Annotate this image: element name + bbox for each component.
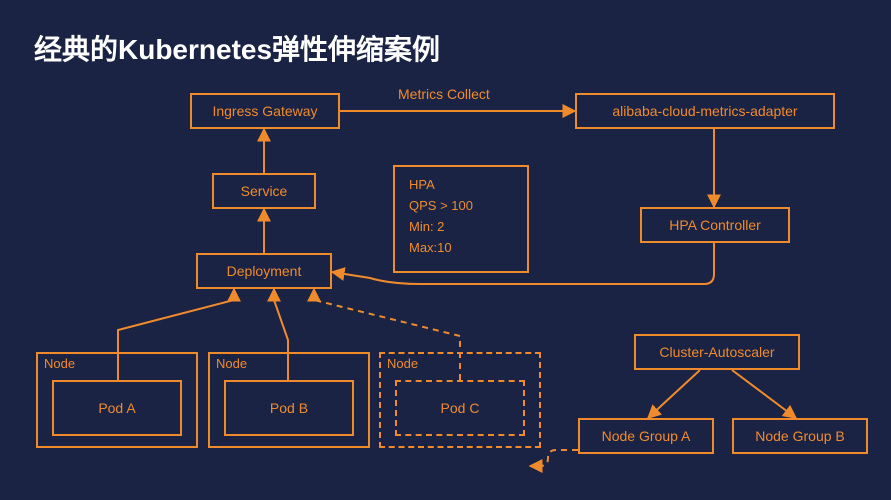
hpa-line-max: Max:10 [409, 240, 513, 255]
hpa-title: HPA [409, 177, 513, 192]
container-label: Node [44, 356, 75, 371]
hpa-line-qps: QPS > 100 [409, 198, 513, 213]
edge-label-metrics-collect: Metrics Collect [398, 86, 490, 102]
node-metrics-adapter: alibaba-cloud-metrics-adapter [575, 93, 835, 129]
node-group-b: Node Group B [732, 418, 868, 454]
container-node-c: Node [379, 352, 541, 448]
container-node-b: Node [208, 352, 370, 448]
node-label: Service [241, 183, 288, 199]
node-label: alibaba-cloud-metrics-adapter [612, 103, 797, 119]
node-label: Cluster-Autoscaler [659, 344, 774, 360]
node-deployment: Deployment [196, 253, 332, 289]
node-hpa-controller: HPA Controller [640, 207, 790, 243]
container-node-a: Node [36, 352, 198, 448]
container-label: Node [387, 356, 418, 371]
node-label: Ingress Gateway [212, 103, 317, 119]
node-cluster-autoscaler: Cluster-Autoscaler [634, 334, 800, 370]
node-service: Service [212, 173, 316, 209]
node-label: Deployment [227, 263, 302, 279]
node-group-a: Node Group A [578, 418, 714, 454]
hpa-line-min: Min: 2 [409, 219, 513, 234]
node-label: HPA Controller [669, 217, 761, 233]
node-label: Node Group A [602, 428, 691, 444]
container-label: Node [216, 356, 247, 371]
page-title: 经典的Kubernetes弹性伸缩案例 [34, 28, 440, 68]
node-label: Node Group B [755, 428, 845, 444]
node-hpa-config: HPA QPS > 100 Min: 2 Max:10 [393, 165, 529, 273]
node-ingress-gateway: Ingress Gateway [190, 93, 340, 129]
